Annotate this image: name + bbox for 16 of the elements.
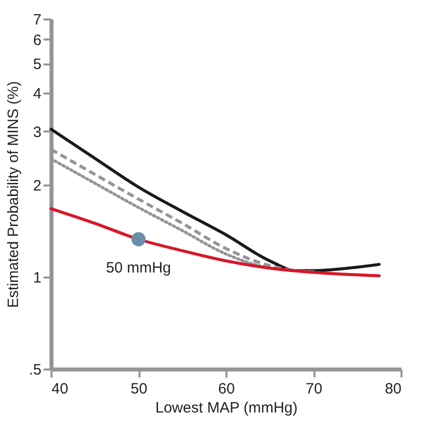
annotation: 50 mmHg	[106, 259, 172, 276]
y-tick-label: 7	[33, 12, 42, 28]
x-tick-label: 70	[306, 380, 322, 398]
y-tick-label: 4	[33, 86, 42, 103]
x-tick-label: 60	[218, 380, 235, 398]
y-tick-label: 3	[33, 124, 42, 141]
x-tick-label: 50	[130, 380, 148, 398]
x-axis-title: Lowest MAP (mmHg)	[155, 400, 298, 416]
y-tick-label: 1	[33, 270, 42, 287]
y-axis-title: Estimated Probability of MINS (%)	[4, 81, 22, 308]
y-tick-label: 6	[33, 32, 42, 49]
x-tick-label: 40	[52, 380, 68, 398]
y-tick-label: 5	[33, 56, 42, 74]
x-tick-label: 80	[384, 380, 402, 398]
y-tick-label: 2	[33, 178, 42, 195]
y-tick-label: .5	[28, 362, 42, 378]
